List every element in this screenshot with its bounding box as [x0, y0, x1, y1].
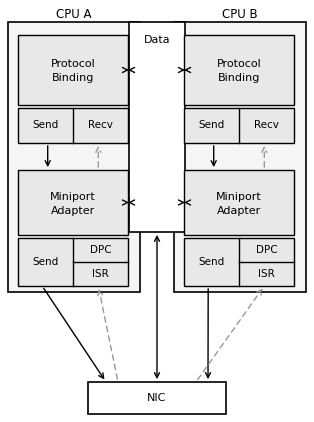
Bar — [174, 22, 306, 292]
Text: Send: Send — [32, 257, 59, 267]
Text: Recv: Recv — [88, 121, 113, 130]
Text: CPU A: CPU A — [56, 8, 92, 21]
Text: Recv: Recv — [254, 121, 279, 130]
Text: ISR: ISR — [92, 269, 109, 279]
Bar — [18, 238, 128, 286]
Bar — [184, 35, 294, 105]
Bar — [18, 170, 128, 235]
Bar — [184, 170, 294, 235]
Text: Binding: Binding — [52, 73, 94, 83]
Bar — [18, 35, 128, 105]
Bar — [184, 238, 294, 286]
Bar — [18, 108, 128, 143]
Text: DPC: DPC — [90, 245, 111, 255]
Text: CPU B: CPU B — [222, 8, 258, 21]
Text: Protocol: Protocol — [51, 59, 95, 69]
Text: Send: Send — [198, 257, 225, 267]
Text: NIC: NIC — [147, 393, 167, 403]
Bar — [184, 108, 294, 143]
Bar — [8, 22, 140, 292]
Text: ISR: ISR — [258, 269, 275, 279]
Bar — [88, 382, 226, 414]
Text: Adapter: Adapter — [51, 206, 95, 216]
Text: Miniport: Miniport — [216, 192, 262, 201]
Text: Binding: Binding — [218, 73, 260, 83]
Text: Send: Send — [32, 121, 59, 130]
Bar — [129, 22, 185, 232]
Text: Miniport: Miniport — [50, 192, 96, 201]
Text: DPC: DPC — [256, 245, 277, 255]
Text: Protocol: Protocol — [217, 59, 261, 69]
Text: Send: Send — [198, 121, 225, 130]
Text: Adapter: Adapter — [217, 206, 261, 216]
Text: Data: Data — [144, 35, 170, 45]
